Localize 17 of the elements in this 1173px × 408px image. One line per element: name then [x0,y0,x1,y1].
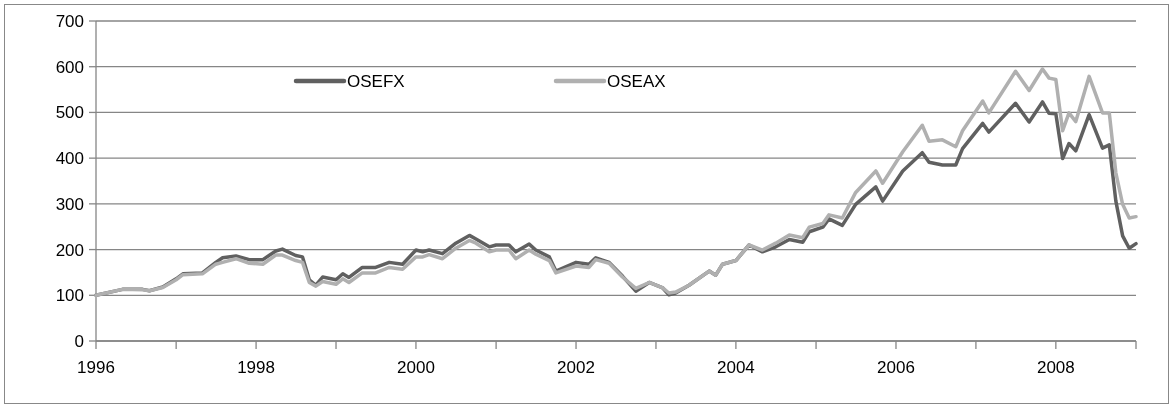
legend-label: OSEAX [607,71,666,91]
x-tick-label: 2008 [1036,358,1075,377]
y-tick-label: 100 [55,286,84,306]
y-tick-label: 700 [55,11,84,31]
x-tick-label: 2006 [877,358,915,377]
legend-label: OSEFX [347,71,405,91]
y-tick-label: 400 [55,149,84,169]
y-tick-label: 300 [55,194,84,214]
x-tick-label: 2002 [557,358,595,377]
x-tick-label: 1998 [237,358,275,377]
x-tick-label: 2004 [716,358,755,377]
y-tick-label: 500 [55,103,84,123]
y-tick-label: 600 [55,57,84,77]
x-tick-label: 1996 [77,358,115,377]
x-tick-label: 2000 [397,358,435,377]
y-tick-label: 0 [74,331,84,351]
y-tick-label: 200 [55,240,84,260]
